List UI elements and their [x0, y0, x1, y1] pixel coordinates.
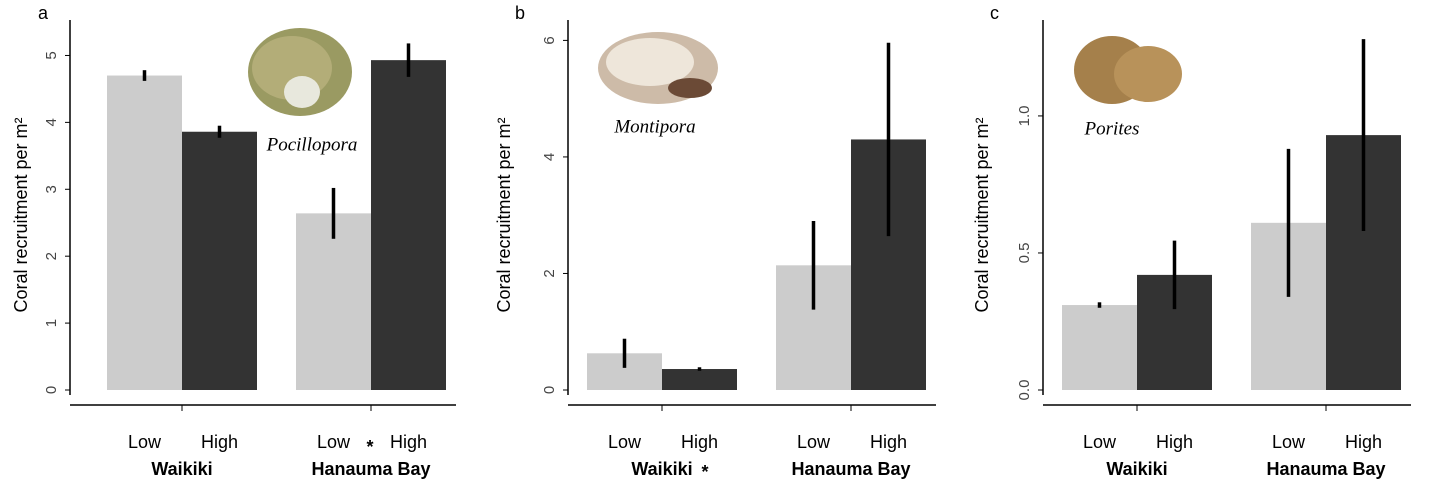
bar: [662, 369, 737, 390]
y-tick-label: 2: [43, 252, 60, 260]
x-tick-label: High: [681, 432, 718, 452]
y-tick-label: 0.5: [1016, 243, 1033, 264]
y-axis-label: Coral recruitment per m²: [972, 117, 992, 312]
bar: [296, 213, 371, 390]
species-label: Montipora: [613, 116, 695, 137]
x-tick-label: High: [870, 432, 907, 452]
y-tick-label: 5: [43, 51, 60, 59]
group-label: Hanauma Bay: [1266, 459, 1385, 479]
y-tick-label: 3: [43, 185, 60, 193]
bar: [371, 60, 446, 391]
x-tick-label: High: [1345, 432, 1382, 452]
y-tick-label: 1: [43, 319, 60, 327]
y-tick-label: 0: [541, 386, 558, 394]
x-tick-label: Low: [317, 432, 351, 452]
y-tick-label: 0.0: [1016, 380, 1033, 401]
y-tick-label: 4: [43, 118, 60, 126]
species-label: Porites: [1084, 118, 1140, 139]
x-tick-label: Low: [1083, 432, 1117, 452]
significance-marker: *: [701, 462, 708, 482]
y-axis-label: Coral recruitment per m²: [11, 117, 31, 312]
coral-image: [598, 32, 718, 104]
panel-letter: a: [38, 3, 49, 23]
coral-image: [248, 28, 352, 116]
coral-image: [1074, 36, 1182, 104]
y-tick-label: 6: [541, 36, 558, 44]
x-tick-label: High: [1156, 432, 1193, 452]
y-axis-label: Coral recruitment per m²: [494, 117, 514, 312]
x-tick-label: High: [201, 432, 238, 452]
x-tick-label: Low: [1272, 432, 1306, 452]
group-label: Hanauma Bay: [311, 459, 430, 479]
bar: [182, 131, 257, 390]
x-tick-label: Low: [128, 432, 162, 452]
y-tick-label: 1.0: [1016, 105, 1033, 126]
y-tick-label: 0: [43, 386, 60, 394]
group-label: Waikiki: [1106, 459, 1167, 479]
x-tick-label: Low: [608, 432, 642, 452]
species-label: Pocillopora: [266, 134, 358, 155]
y-tick-label: 2: [541, 269, 558, 277]
x-tick-label: Low: [797, 432, 831, 452]
group-label: Waikiki: [631, 459, 692, 479]
panel-letter: b: [515, 3, 525, 23]
group-label: Waikiki: [151, 459, 212, 479]
significance-marker: *: [366, 437, 373, 457]
group-label: Hanauma Bay: [791, 459, 910, 479]
bar: [107, 75, 182, 391]
panel-letter: c: [990, 3, 999, 23]
bar: [1062, 305, 1137, 390]
y-tick-label: 4: [541, 153, 558, 161]
x-tick-label: High: [390, 432, 427, 452]
